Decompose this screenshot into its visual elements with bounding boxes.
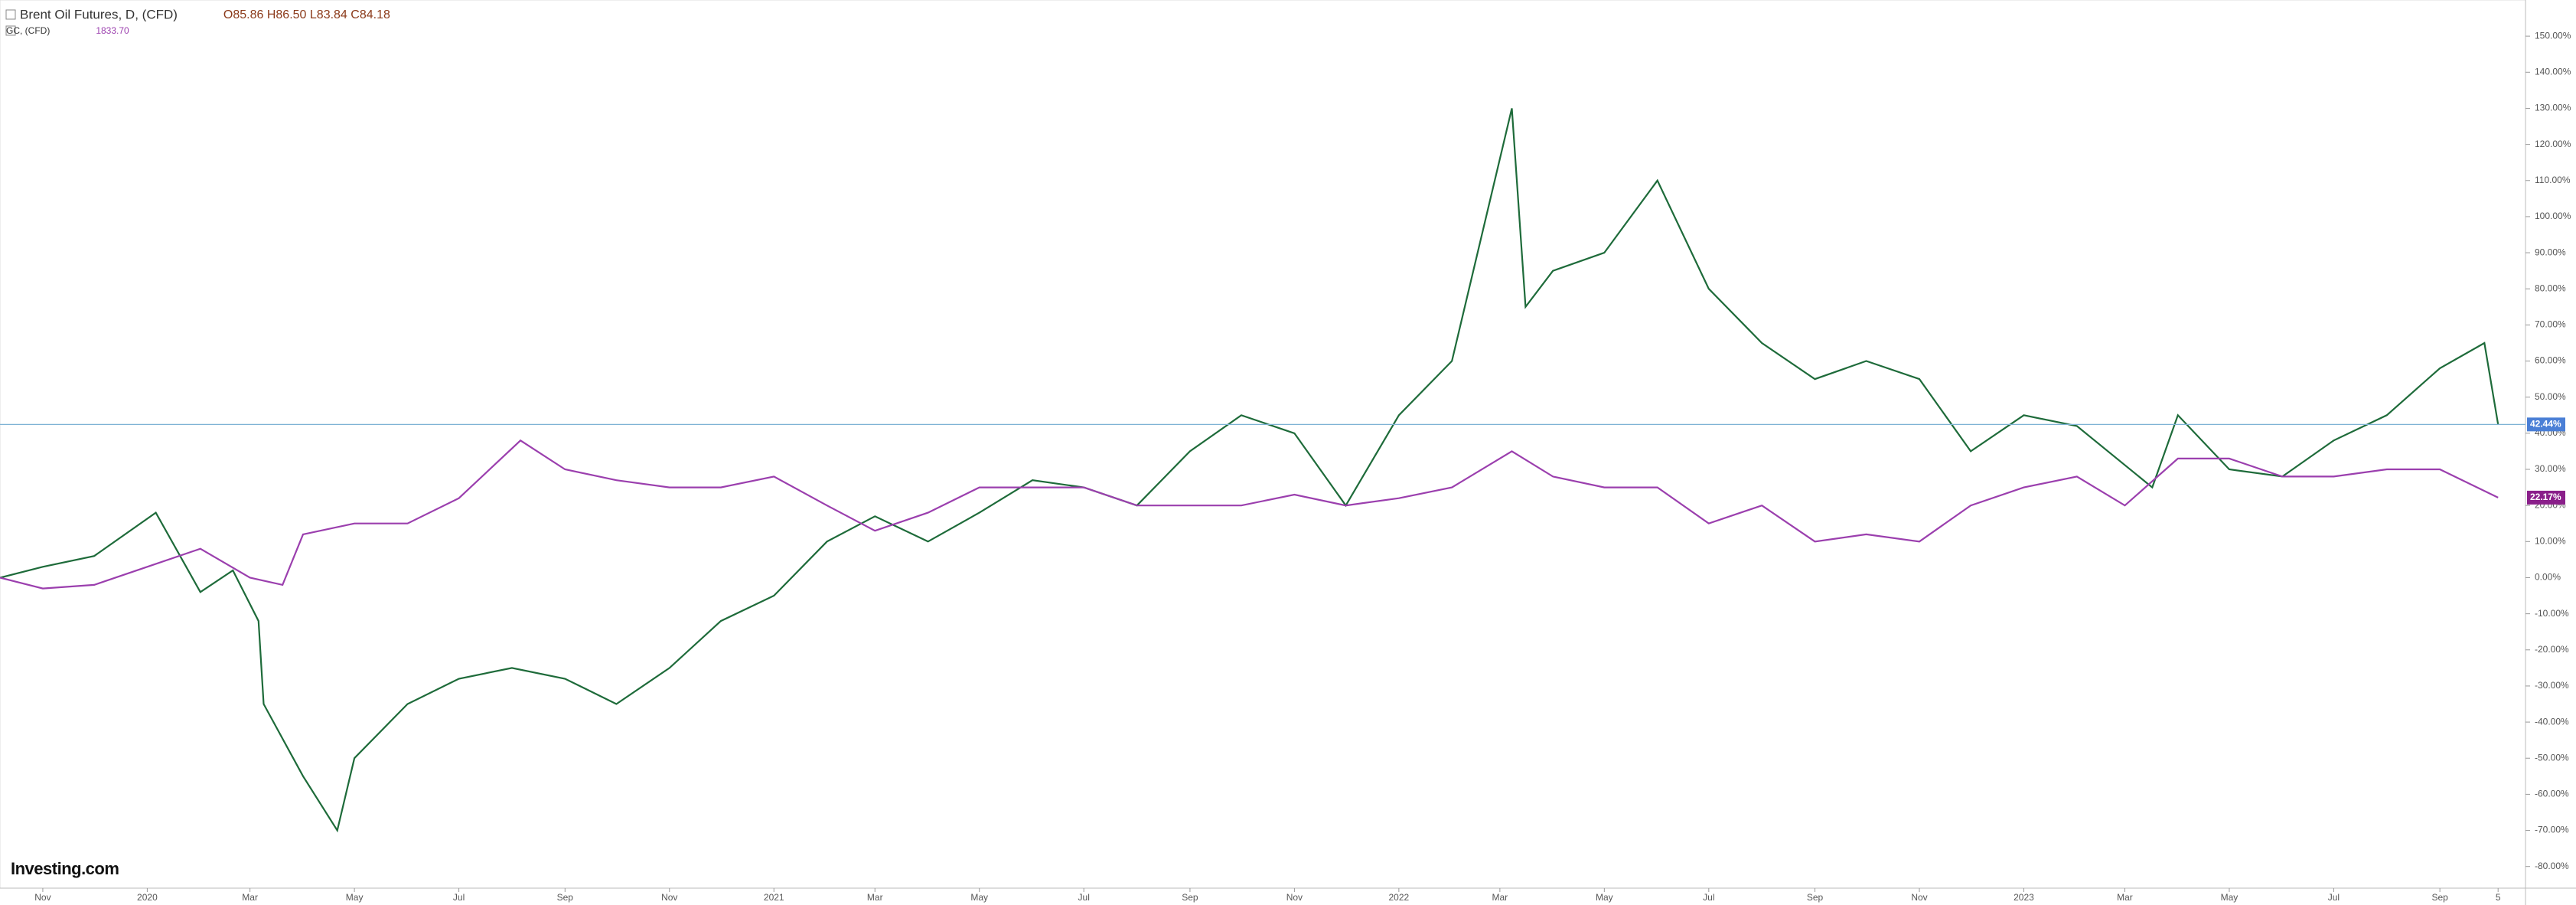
x-tick-label: Nov [34,892,51,903]
y-tick-label: 90.00% [2535,247,2566,257]
x-tick-label: Jul [2328,892,2340,903]
y-tick-label: 130.00% [2535,103,2571,113]
x-tick-label: 2021 [764,892,784,903]
y-tick-label: -50.00% [2535,752,2569,763]
y-tick-label: -60.00% [2535,789,2569,799]
x-tick-label: Mar [867,892,883,903]
y-tick-label: -80.00% [2535,861,2569,871]
brand-logo: Investing.com [11,859,119,878]
x-tick-label: 2020 [137,892,158,903]
x-tick-label: 2023 [2014,892,2034,903]
price-tag [2527,490,2565,505]
legend-name: Brent Oil Futures, D, (CFD) [20,7,178,21]
price-tag [2527,417,2565,432]
x-tick-label: Jul [1078,892,1090,903]
legend-quote: O85.86 H86.50 L83.84 C84.18 [223,8,390,21]
x-tick-label: Sep [1807,892,1824,903]
y-tick-label: 10.00% [2535,535,2566,546]
y-tick-label: 100.00% [2535,211,2571,221]
x-tick-label: Nov [1286,892,1303,903]
y-tick-label: -70.00% [2535,825,2569,835]
x-tick-label: Mar [1492,892,1508,903]
y-tick-label: 70.00% [2535,319,2566,330]
x-tick-label: 5 [2496,892,2501,903]
legend-name: GC, (CFD) [6,25,50,36]
y-tick-label: 60.00% [2535,355,2566,366]
x-tick-label: Mar [242,892,258,903]
legend-toggle [5,25,16,36]
y-tick-label: 110.00% [2535,175,2571,185]
x-tick-label: May [346,892,364,903]
x-tick-label: Sep [2431,892,2448,903]
y-tick-label: 0.00% [2535,572,2561,583]
y-tick-label: -20.00% [2535,644,2569,655]
y-tick-label: 30.00% [2535,463,2566,474]
legend-toggle [5,9,16,20]
plot-area [0,0,2526,889]
y-tick-label: 80.00% [2535,283,2566,293]
y-tick-label: 140.00% [2535,66,2571,77]
y-tick-label: 150.00% [2535,30,2571,41]
y-tick-label: -40.00% [2535,716,2569,727]
x-tick-label: May [1596,892,1613,903]
price-tag-label: 22.17% [2530,492,2561,502]
x-tick-label: Nov [661,892,677,903]
x-tick-label: Sep [557,892,574,903]
x-tick-label: May [2221,892,2239,903]
x-tick-label: Jul [453,892,465,903]
x-tick-label: Jul [1703,892,1714,903]
x-tick-label: 2022 [1389,892,1410,903]
x-tick-label: Mar [2117,892,2133,903]
x-tick-label: Nov [1911,892,1927,903]
y-tick-label: -30.00% [2535,680,2569,691]
price-tag-label: 42.44% [2530,419,2561,430]
x-tick-label: Sep [1182,892,1198,903]
y-tick-label: -10.00% [2535,608,2569,619]
legend-quote: 1833.70 [96,25,129,36]
y-tick-label: 50.00% [2535,391,2566,402]
y-tick-label: 120.00% [2535,139,2571,149]
series-line [0,108,2499,833]
series-line [0,439,2499,590]
x-tick-label: May [970,892,988,903]
